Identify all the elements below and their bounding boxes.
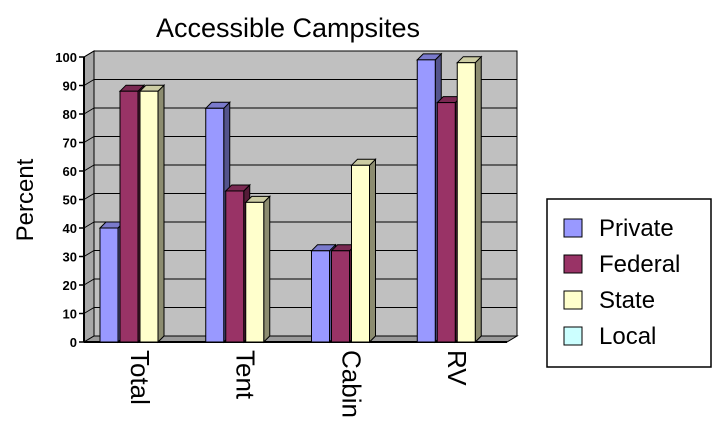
bar-side-state xyxy=(263,195,271,344)
y-tick-label: 50 xyxy=(63,193,77,208)
y-tick-label: 100 xyxy=(55,50,77,65)
plot-area: 0 10 20 30 40 50 60 70 80 90 100 Total Tent Cabin RV xyxy=(55,50,519,418)
legend-swatch-state xyxy=(563,290,583,310)
chart-title: Accessible Campsites xyxy=(156,13,420,43)
bar-private-rv xyxy=(416,59,436,343)
y-tick-label: 80 xyxy=(63,107,77,122)
bar-state-cabin xyxy=(351,164,370,343)
legend-label-private: Private xyxy=(599,215,674,242)
y-axis-label: Percent xyxy=(12,158,39,241)
bar-side-state xyxy=(157,83,165,344)
legend-label-state: State xyxy=(599,287,655,314)
gridline-side xyxy=(83,278,95,286)
bar-state-tent xyxy=(245,201,265,343)
bar-state-total xyxy=(139,90,159,343)
bar-state-rv xyxy=(456,62,476,343)
gridline-side xyxy=(83,221,95,229)
y-tick-label: 60 xyxy=(63,164,77,179)
bar-private-cabin xyxy=(311,250,330,343)
legend-label-local: Local xyxy=(599,323,656,350)
y-tick-label: 10 xyxy=(63,307,77,322)
x-tick-label: RV xyxy=(442,350,472,386)
x-tick-label: Total xyxy=(125,350,155,405)
gridline-side xyxy=(83,79,95,86)
gridline-side xyxy=(83,250,95,257)
y-tick-label: 90 xyxy=(63,79,77,94)
x-tick-label: Tent xyxy=(231,350,261,400)
bar-side-state xyxy=(474,55,482,344)
gridline-side xyxy=(83,164,95,172)
gridline-side xyxy=(83,193,95,200)
legend-label-federal: Federal xyxy=(599,251,680,278)
bar-federal-rv xyxy=(436,102,456,343)
y-tick-label: 40 xyxy=(63,221,77,236)
legend-swatch-private xyxy=(563,218,583,238)
legend-swatch-local xyxy=(563,326,583,346)
x-tick-label: Cabin xyxy=(336,350,366,418)
y-tick-label: 0 xyxy=(70,335,77,350)
legend-swatch-federal xyxy=(563,254,583,274)
gridline-side xyxy=(83,50,95,58)
bar-side-state xyxy=(369,158,376,344)
y-tick-label: 20 xyxy=(63,278,77,293)
gridline-side xyxy=(83,107,95,115)
bar-federal-cabin xyxy=(331,250,350,343)
y-tick-label: 30 xyxy=(63,250,77,265)
legend: Private Federal State Local xyxy=(546,198,712,368)
bar-private-total xyxy=(99,227,119,343)
bar-federal-tent xyxy=(225,190,245,343)
bar-private-tent xyxy=(205,107,225,343)
y-tick-label: 70 xyxy=(63,136,77,151)
bar-federal-total xyxy=(119,90,139,343)
gridline-side xyxy=(83,307,95,314)
gridline-side xyxy=(83,136,95,143)
